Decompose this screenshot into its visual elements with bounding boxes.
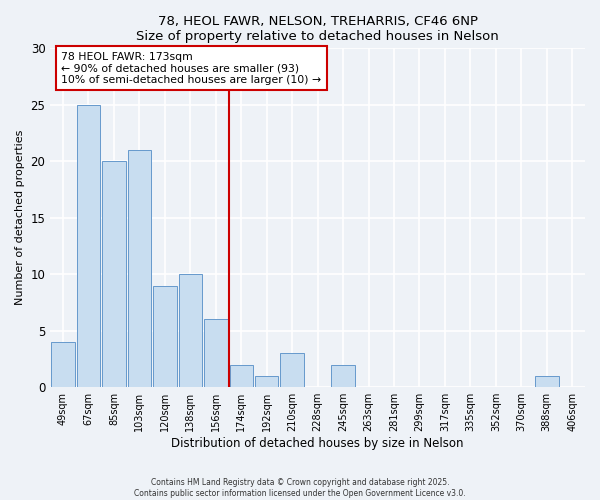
Bar (102, 162, 125, 387)
Bar (255, 376, 278, 387)
Bar (280, 354, 304, 387)
Bar (204, 320, 227, 387)
Bar (331, 364, 355, 387)
Bar (77, 105, 100, 387)
Y-axis label: Number of detached properties: Number of detached properties (15, 130, 25, 306)
Bar (128, 150, 151, 387)
Text: Contains HM Land Registry data © Crown copyright and database right 2025.
Contai: Contains HM Land Registry data © Crown c… (134, 478, 466, 498)
X-axis label: Distribution of detached houses by size in Nelson: Distribution of detached houses by size … (172, 437, 464, 450)
Bar (179, 274, 202, 387)
Bar (153, 286, 176, 387)
Title: 78, HEOL FAWR, NELSON, TREHARRIS, CF46 6NP
Size of property relative to detached: 78, HEOL FAWR, NELSON, TREHARRIS, CF46 6… (136, 15, 499, 43)
Bar (535, 376, 559, 387)
Text: 78 HEOL FAWR: 173sqm
← 90% of detached houses are smaller (93)
10% of semi-detac: 78 HEOL FAWR: 173sqm ← 90% of detached h… (61, 52, 321, 85)
Bar (230, 364, 253, 387)
Bar (52, 342, 75, 387)
